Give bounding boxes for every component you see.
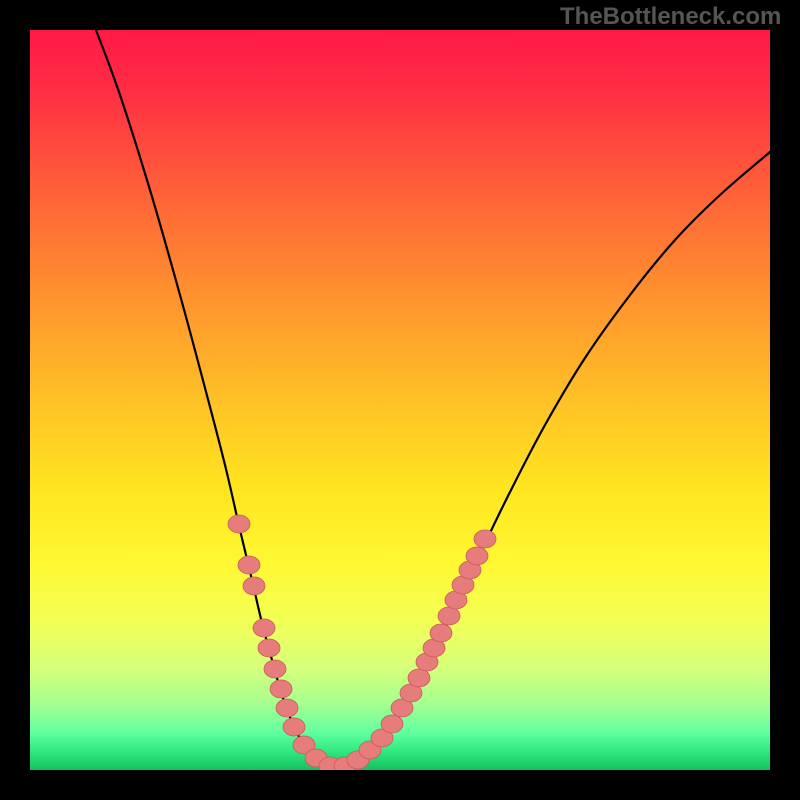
marker-point (243, 577, 265, 595)
marker-point (276, 699, 298, 717)
marker-point (381, 715, 403, 733)
marker-point (466, 547, 488, 565)
marker-point (474, 530, 496, 548)
marker-point (228, 515, 250, 533)
bottleneck-chart (0, 0, 800, 800)
marker-point (238, 556, 260, 574)
marker-point (408, 669, 430, 687)
marker-point (253, 619, 275, 637)
marker-point (438, 607, 460, 625)
marker-point (258, 639, 280, 657)
marker-point (270, 680, 292, 698)
marker-point (264, 660, 286, 678)
marker-point (430, 624, 452, 642)
gradient-background (30, 30, 770, 770)
marker-point (283, 718, 305, 736)
